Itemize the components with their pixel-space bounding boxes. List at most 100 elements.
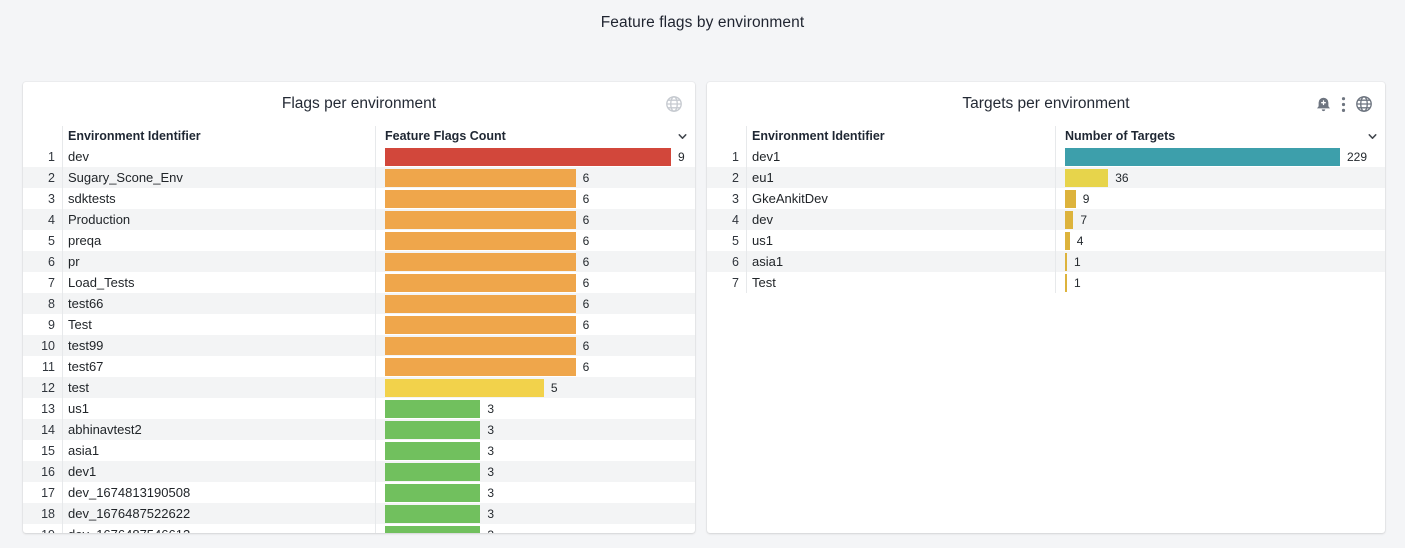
row-value-cell: 1 (1055, 251, 1385, 272)
row-label: dev1 (752, 149, 781, 164)
panel-icons (1315, 82, 1373, 126)
row-number-column-header (23, 126, 63, 146)
row-rank: 14 (23, 419, 63, 440)
bar (385, 231, 576, 250)
bar-value: 6 (582, 212, 590, 227)
table-row: 11 test67 6 (23, 356, 695, 377)
globe-icon[interactable] (665, 95, 683, 113)
table-row: 16 dev1 3 (23, 461, 695, 482)
bar-value: 6 (582, 254, 590, 269)
row-label: asia1 (68, 443, 100, 458)
row-value-cell: 229 (1055, 146, 1385, 167)
table-row: 12 test 5 (23, 377, 695, 398)
panel-icons (665, 82, 683, 126)
row-label: pr (68, 254, 80, 269)
column-header-environment[interactable]: Environment Identifier (68, 129, 201, 143)
table-row: 3 GkeAnkitDev 9 (707, 188, 1385, 209)
row-label: eu1 (752, 170, 774, 185)
bar-value: 4 (1076, 233, 1084, 248)
table-row: 4 dev 7 (707, 209, 1385, 230)
column-header-targets[interactable]: Number of Targets (1055, 126, 1385, 146)
row-value-cell: 6 (375, 293, 695, 314)
table-row: 5 preqa 6 (23, 230, 695, 251)
row-label: test99 (68, 338, 104, 353)
panel-title[interactable]: Flags per environment (281, 95, 437, 112)
bar (385, 210, 576, 229)
row-label: GkeAnkitDev (752, 191, 828, 206)
column-header-environment[interactable]: Environment Identifier (752, 129, 885, 143)
chevron-down-icon[interactable] (1366, 130, 1379, 143)
panel-targets-per-environment: Targets per environment (707, 82, 1385, 533)
column-header-targets-label: Number of Targets (1065, 129, 1176, 143)
bar (385, 504, 481, 523)
row-value-cell: 3 (375, 524, 695, 533)
row-value-cell: 1 (1055, 272, 1385, 293)
kebab-menu-icon[interactable] (1341, 96, 1346, 113)
bar-value: 3 (487, 401, 495, 416)
table-row: 6 pr 6 (23, 251, 695, 272)
column-header-count-label: Feature Flags Count (385, 129, 506, 143)
row-label: test (68, 380, 89, 395)
table-body: 1 dev1 229 2 eu1 36 3 GkeAnkitDev 9 4 de… (707, 146, 1385, 533)
bar (385, 189, 576, 208)
row-rank: 19 (23, 524, 63, 533)
row-rank: 9 (23, 314, 63, 335)
bar (1065, 273, 1067, 292)
bell-plus-icon[interactable] (1315, 96, 1332, 113)
bar (385, 273, 576, 292)
row-rank: 1 (23, 146, 63, 167)
table-row: 9 Test 6 (23, 314, 695, 335)
row-label: dev1 (68, 464, 97, 479)
bar-value: 9 (678, 149, 685, 164)
row-rank: 2 (707, 167, 747, 188)
row-value-cell: 3 (375, 440, 695, 461)
row-label: abhinavtest2 (68, 422, 142, 437)
row-rank: 16 (23, 461, 63, 482)
row-label: Sugary_Scone_Env (68, 170, 183, 185)
bar (385, 399, 481, 418)
bar-value: 1 (1074, 254, 1081, 269)
chevron-down-icon[interactable] (676, 130, 689, 143)
bar-value: 6 (582, 170, 590, 185)
bar-value: 229 (1347, 149, 1368, 164)
bar-value: 3 (487, 422, 495, 437)
row-rank: 4 (23, 209, 63, 230)
row-value-cell: 6 (375, 314, 695, 335)
bar (385, 336, 576, 355)
bar (385, 462, 481, 481)
globe-icon[interactable] (1355, 95, 1373, 113)
row-label: dev_1676487522622 (68, 506, 191, 521)
panel-header: Targets per environment (707, 82, 1385, 126)
table-row: 2 eu1 36 (707, 167, 1385, 188)
table-body: 1 dev 9 2 Sugary_Scone_Env 6 3 sdktests … (23, 146, 695, 533)
row-value-cell: 5 (375, 377, 695, 398)
row-rank: 4 (707, 209, 747, 230)
bar (1065, 168, 1109, 187)
row-label: dev_1674813190508 (68, 485, 191, 500)
bar-value: 6 (582, 317, 590, 332)
row-value-cell: 6 (375, 167, 695, 188)
bar (385, 420, 481, 439)
table-row: 7 Test 1 (707, 272, 1385, 293)
row-value-cell: 6 (375, 251, 695, 272)
row-label: Production (68, 212, 131, 227)
row-rank: 12 (23, 377, 63, 398)
row-value-cell: 3 (375, 419, 695, 440)
column-header-count[interactable]: Feature Flags Count (375, 126, 695, 146)
row-value-cell: 3 (375, 398, 695, 419)
bar (385, 252, 576, 271)
page-title: Feature flags by environment (600, 14, 805, 31)
table-row: 15 asia1 3 (23, 440, 695, 461)
panel-title[interactable]: Targets per environment (962, 95, 1130, 112)
bar-value: 6 (582, 338, 590, 353)
bar (385, 441, 481, 460)
row-value-cell: 6 (375, 335, 695, 356)
bar (1065, 231, 1070, 250)
bar (1065, 252, 1067, 271)
table-row: 14 abhinavtest2 3 (23, 419, 695, 440)
row-rank: 5 (23, 230, 63, 251)
row-value-cell: 9 (1055, 188, 1385, 209)
row-value-cell: 4 (1055, 230, 1385, 251)
row-label: us1 (68, 401, 89, 416)
bar-value: 6 (582, 275, 590, 290)
